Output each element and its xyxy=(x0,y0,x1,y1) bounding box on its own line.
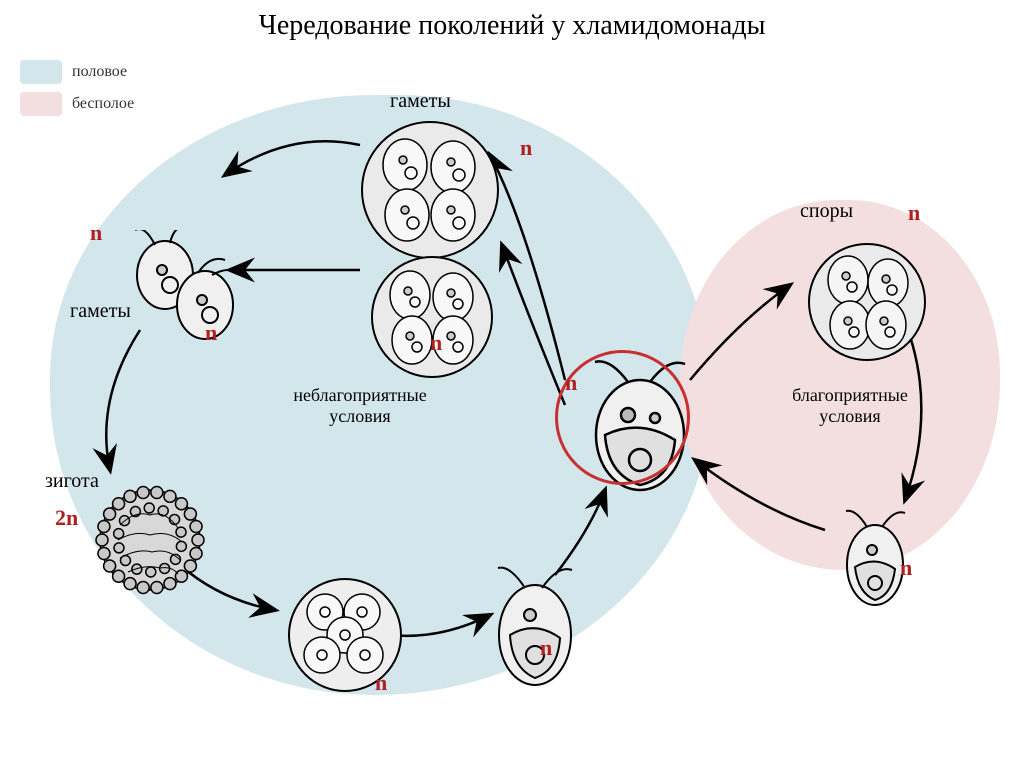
label-favorable: благоприятныеусловия xyxy=(770,385,930,427)
label-gametes-left: гаметы xyxy=(70,300,131,323)
legend: половое бесполое xyxy=(20,60,134,124)
stage-zygote xyxy=(90,480,210,600)
ploidy-mark: n xyxy=(90,220,102,246)
ploidy-mark: n xyxy=(375,670,387,696)
legend-label-sexual: половое xyxy=(72,63,127,81)
ploidy-mark: n xyxy=(520,135,532,161)
diagram-title: Чередование поколений у хламидомонады xyxy=(259,10,766,42)
label-zygote: зигота xyxy=(45,470,99,493)
legend-item-sexual: половое xyxy=(20,60,134,84)
ploidy-mark: n xyxy=(900,555,912,581)
label-gametes-top: гаметы xyxy=(390,90,451,113)
stage-spore-cluster xyxy=(800,235,935,370)
ploidy-mark: n xyxy=(565,370,577,396)
legend-label-asexual: бесполое xyxy=(72,95,134,113)
legend-swatch-asexual xyxy=(20,92,62,116)
ploidy-mark: n xyxy=(205,320,217,346)
stage-gamete-cluster-top xyxy=(355,115,505,265)
legend-item-asexual: бесполое xyxy=(20,92,134,116)
ploidy-mark: 2n xyxy=(55,505,78,531)
ploidy-mark: n xyxy=(540,635,552,661)
label-spores: споры xyxy=(800,200,853,223)
stage-young-cell xyxy=(480,560,590,700)
legend-swatch-sexual xyxy=(20,60,62,84)
label-unfavorable: неблагоприятныеусловия xyxy=(260,385,460,427)
ploidy-mark: n xyxy=(908,200,920,226)
stage-gamete-cluster-bottom xyxy=(365,250,500,385)
stage-fusing-gametes xyxy=(120,230,260,350)
stage-zoospore-cluster xyxy=(280,570,410,700)
ploidy-mark: n xyxy=(430,330,442,356)
